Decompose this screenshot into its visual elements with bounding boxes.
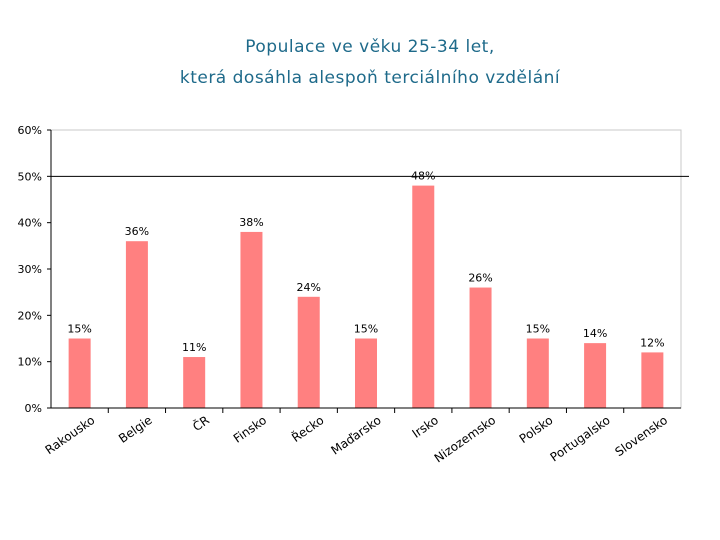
bar	[469, 287, 492, 408]
y-tick-label: 60%	[18, 124, 42, 137]
axes	[47, 129, 681, 413]
x-tick-labels: Rakousko Belgie ČR Finsko Řecko Maďarsko Irsko…	[43, 412, 670, 465]
bar	[297, 296, 320, 408]
bar	[584, 343, 607, 408]
value-label: 26%	[468, 272, 492, 285]
y-tick-labels: 0% 10% 20% 30% 40% 50% 60%	[18, 124, 42, 415]
x-tick-label: Irsko	[410, 413, 441, 441]
x-tick-label: Belgie	[116, 413, 155, 446]
x-tick-label: Portugalsko	[548, 413, 613, 465]
bar	[125, 241, 148, 408]
x-tick-label: Řecko	[289, 412, 327, 445]
y-tick-label: 0%	[25, 402, 42, 415]
x-tick-label: Rakousko	[43, 413, 98, 457]
bars	[68, 185, 664, 408]
x-tick-label: Polsko	[517, 413, 556, 446]
bar	[240, 231, 263, 408]
y-tick-label: 50%	[18, 170, 42, 183]
chart-title-line1: Populace ve věku 25-34 let,	[245, 37, 495, 57]
x-tick-label: Maďarsko	[328, 413, 383, 458]
bar	[355, 338, 377, 408]
bar	[183, 357, 206, 408]
x-tick-label: Nizozemsko	[432, 413, 499, 465]
value-label: 24%	[297, 281, 321, 294]
value-label: 15%	[354, 323, 378, 336]
bar	[641, 352, 664, 408]
x-tick-label: ČR	[190, 412, 212, 434]
bar	[68, 338, 91, 408]
x-tick-label: Slovensko	[612, 413, 670, 459]
chart-title-line2: která dosáhla alespoň terciálního vzdělá…	[179, 68, 561, 88]
y-tick-label: 10%	[18, 356, 42, 369]
value-label: 38%	[239, 216, 263, 229]
value-label: 48%	[411, 170, 435, 183]
value-labels: 15% 36% 11% 38% 24% 15% 48% 26% 15% 14% 12%	[67, 170, 664, 354]
y-tick-label: 40%	[18, 217, 42, 230]
bar	[412, 185, 435, 408]
value-label: 12%	[640, 336, 664, 349]
y-tick-label: 20%	[18, 309, 42, 322]
value-label: 15%	[67, 323, 91, 336]
bar	[526, 338, 549, 408]
value-label: 11%	[182, 341, 206, 354]
value-label: 14%	[583, 327, 607, 340]
value-label: 36%	[125, 225, 149, 238]
x-tick-label: Finsko	[231, 413, 269, 446]
value-label: 15%	[526, 323, 550, 336]
y-tick-label: 30%	[18, 263, 42, 276]
